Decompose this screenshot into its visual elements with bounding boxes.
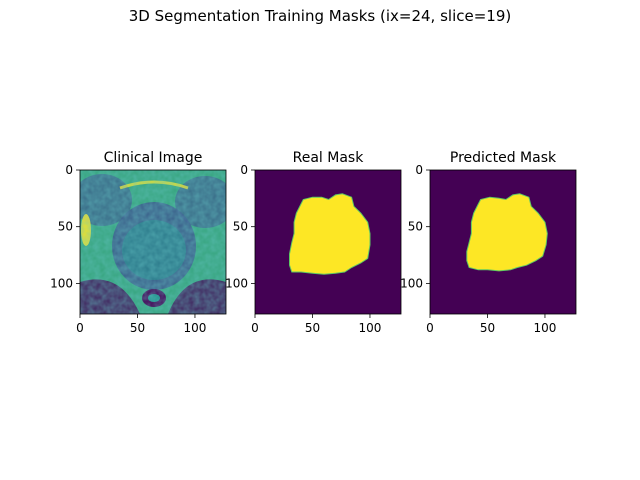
y-tick-label: 100 — [50, 276, 73, 290]
mri-image — [80, 170, 226, 314]
mask-region — [466, 193, 548, 272]
y-tick-label: 50 — [58, 220, 73, 234]
mri-texture — [80, 170, 226, 314]
axes-frame — [429, 169, 577, 315]
y-tick-label: 50 — [233, 220, 248, 234]
y-tick-label: 0 — [240, 163, 248, 177]
panel-3: Predicted Mask 0 50 100 0 50 100 — [400, 150, 577, 335]
panel-1: Clinical Image 0 50 100 0 50 100 — [50, 150, 227, 335]
x-tick-label: 50 — [130, 321, 145, 335]
panel-title: Real Mask — [293, 150, 365, 166]
axes-frame — [79, 169, 227, 315]
y-tick-label: 100 — [225, 276, 248, 290]
y-tick-label: 0 — [415, 163, 423, 177]
figure-suptitle: 3D Segmentation Training Masks (ix=24, s… — [129, 7, 511, 25]
y-tick-label: 50 — [408, 220, 423, 234]
axes-frame — [254, 169, 402, 315]
x-tick-label: 0 — [251, 321, 259, 335]
mask-region — [289, 193, 371, 275]
x-tick-label: 50 — [480, 321, 495, 335]
x-tick-label: 100 — [359, 321, 382, 335]
x-tick-label: 100 — [534, 321, 557, 335]
x-tick-label: 0 — [426, 321, 434, 335]
y-tick-label: 0 — [65, 163, 73, 177]
panel-title: Clinical Image — [104, 150, 203, 166]
x-tick-label: 0 — [76, 321, 84, 335]
y-tick-label: 100 — [400, 276, 423, 290]
panel-2: Real Mask 0 50 100 0 50 100 — [225, 150, 402, 335]
x-tick-label: 100 — [184, 321, 207, 335]
x-tick-label: 50 — [305, 321, 320, 335]
panel-title: Predicted Mask — [450, 150, 557, 166]
